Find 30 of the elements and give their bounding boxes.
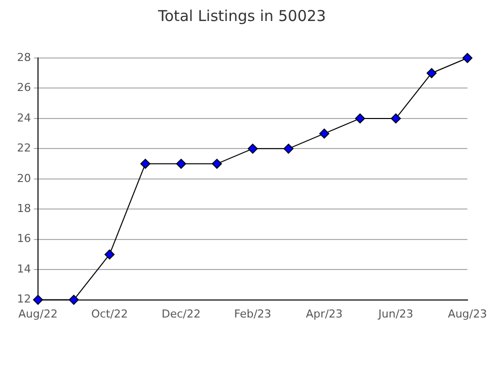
point [104, 249, 115, 260]
point [390, 113, 401, 124]
point [140, 158, 150, 169]
y-tick-label: 22 [16, 142, 31, 155]
x-tick-label: Oct/22 [91, 307, 128, 320]
y-tick-label: 26 [16, 81, 31, 94]
point [355, 113, 366, 124]
point [176, 158, 186, 169]
y-tick-label: 18 [16, 202, 31, 215]
y-tick-label: 16 [16, 232, 31, 246]
x-tick-label: Jun/23 [377, 307, 414, 320]
point [319, 128, 330, 139]
point [248, 144, 258, 154]
point [32, 294, 43, 305]
y-tick-label: 12 [16, 292, 31, 306]
y-tick-label: 24 [16, 111, 31, 124]
point [68, 294, 79, 305]
y-tick-label: 14 [16, 262, 31, 276]
x-tick-label: Dec/22 [162, 307, 201, 320]
chart-title: Total Listings in 50023 [157, 6, 326, 25]
x-tick-label: Feb/23 [234, 307, 272, 320]
x-tick-label: Aug/22 [18, 307, 58, 320]
point [426, 68, 437, 78]
x-tick-label: Apr/23 [306, 307, 343, 320]
point [283, 144, 294, 154]
y-tick-label: 20 [16, 172, 31, 185]
point [462, 53, 472, 63]
x-tick-label: Aug/23 [448, 307, 488, 320]
y-tick-label: 28 [16, 50, 31, 64]
point [212, 158, 222, 169]
